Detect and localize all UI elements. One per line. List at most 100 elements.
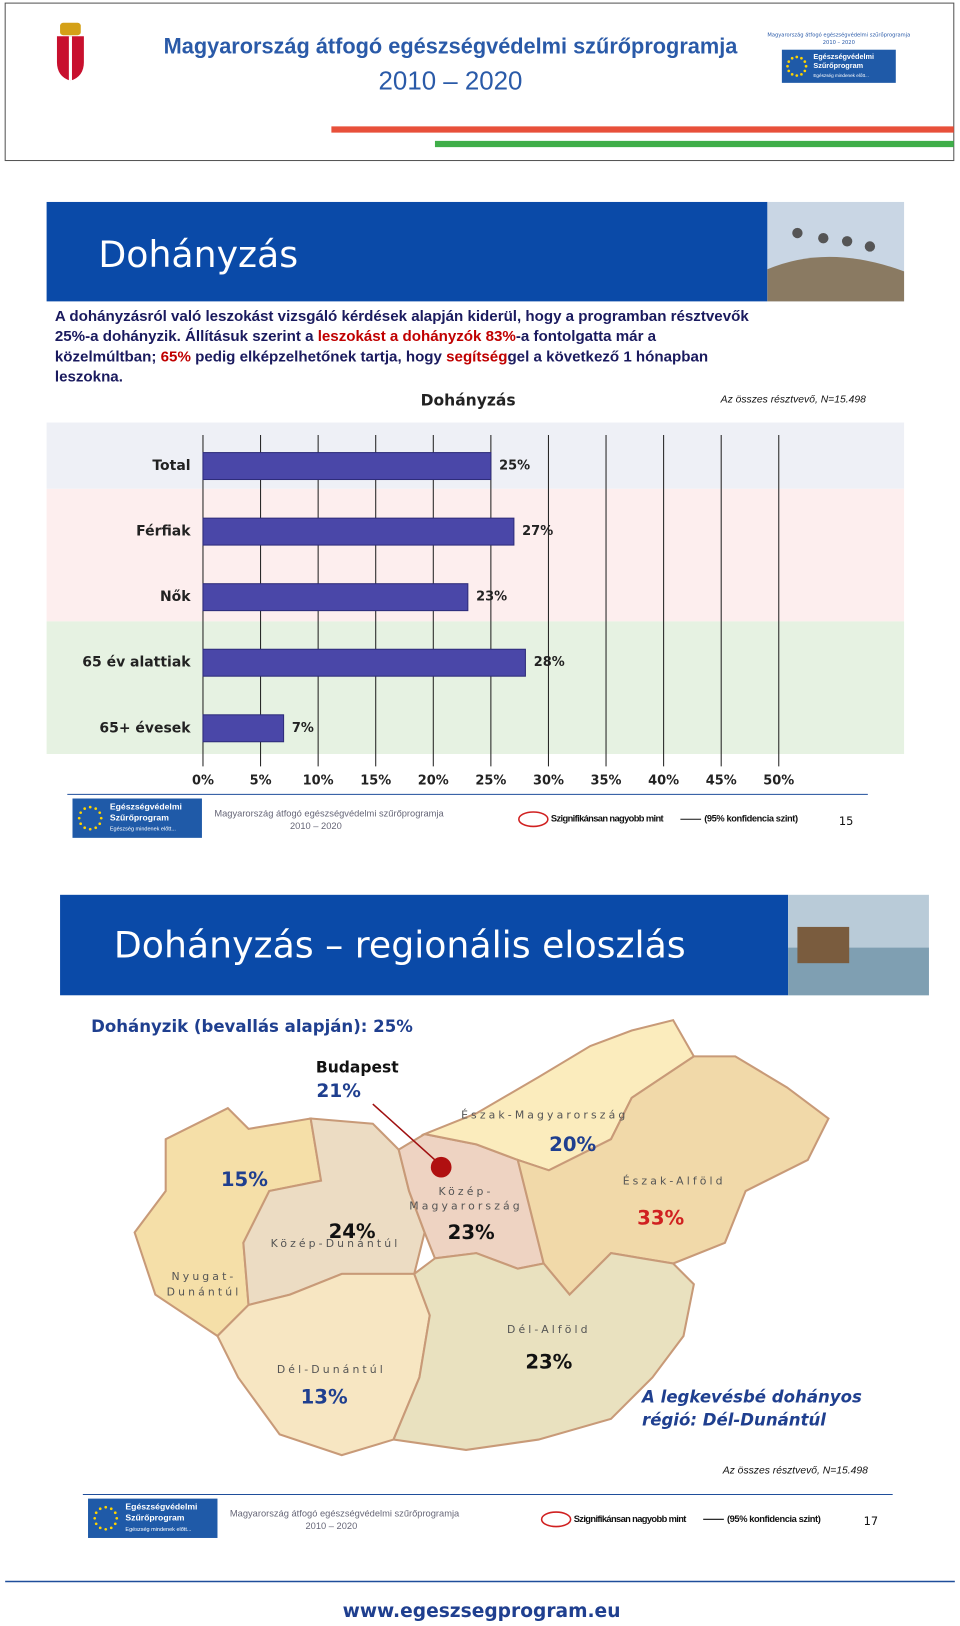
region-name: Közép- bbox=[438, 1185, 493, 1198]
logo-star bbox=[803, 69, 807, 73]
logo-star bbox=[113, 1522, 117, 1526]
text-run: segítség bbox=[446, 348, 507, 365]
value-label: 25% bbox=[499, 459, 530, 474]
paragraph-line: leszokna. bbox=[55, 369, 123, 386]
band bbox=[46, 621, 905, 754]
value-label: 23% bbox=[476, 590, 507, 605]
legend-marker bbox=[540, 1511, 572, 1528]
x-tick-label: 30% bbox=[533, 773, 564, 788]
logo-text: Egészségvédelmi bbox=[125, 1502, 197, 1512]
text-run: -a fontolgatta már a bbox=[516, 328, 657, 345]
x-tick-label: 10% bbox=[303, 773, 334, 788]
logo-star bbox=[99, 816, 103, 820]
footer-program: Magyarország átfogó egészségvédelmi szűr… bbox=[230, 1509, 460, 1519]
photo bbox=[788, 894, 929, 996]
region-value: 23% bbox=[525, 1350, 572, 1373]
logo-star bbox=[787, 60, 791, 63]
title-banner bbox=[60, 894, 789, 996]
logo-star bbox=[800, 56, 803, 60]
highlight-text: régió: Dél-Dunántúl bbox=[642, 1410, 826, 1429]
header-years: 2010 – 2020 bbox=[379, 68, 523, 96]
logo-star bbox=[94, 807, 98, 810]
region-value: 33% bbox=[637, 1206, 684, 1229]
x-tick-label: 20% bbox=[418, 773, 449, 788]
footer-years: 2010 – 2020 bbox=[305, 1521, 357, 1531]
logo-star bbox=[115, 1516, 119, 1520]
logo-star bbox=[790, 72, 794, 76]
logo-star bbox=[113, 1511, 117, 1515]
logo-box bbox=[781, 49, 896, 83]
logo-star bbox=[77, 816, 81, 820]
text-run: leszokást a dohányzók 83% bbox=[318, 328, 517, 345]
text-run: 25%-a dohányzik. Állításuk szerint a bbox=[55, 328, 318, 345]
x-tick-label: 45% bbox=[706, 773, 737, 788]
bar bbox=[202, 452, 492, 481]
paragraph-line: A dohányzásról való leszokást vizsgáló k… bbox=[55, 308, 749, 325]
logo-star bbox=[786, 64, 789, 68]
region-name: Észak-Magyarország bbox=[461, 1108, 628, 1121]
y-tick-label: 65+ évesek bbox=[99, 720, 191, 736]
region-name: Magyarország bbox=[409, 1200, 523, 1213]
logo-star bbox=[104, 1527, 108, 1531]
x-tick-label: 50% bbox=[763, 773, 794, 788]
map-subtitle: Dohányzik (bevallás alapján): 25% bbox=[91, 1017, 413, 1036]
value-label: 28% bbox=[534, 655, 565, 670]
region-name: Dunántúl bbox=[167, 1286, 242, 1299]
chart-note: Az összes résztvevő, N=15.498 bbox=[720, 395, 866, 406]
region-shape bbox=[392, 1252, 695, 1451]
crest bbox=[56, 22, 84, 81]
logo-star bbox=[88, 805, 92, 809]
map-note: Az összes résztvevő, N=15.498 bbox=[722, 1465, 868, 1476]
text-run: gel a következő 1 hónapban bbox=[507, 348, 708, 365]
budapest-label: Budapest bbox=[316, 1058, 399, 1076]
slide-title: Dohányzás – regionális eloszlás bbox=[114, 924, 686, 967]
band bbox=[46, 488, 905, 622]
paragraph: A dohányzásról való leszokást vizsgáló k… bbox=[55, 308, 749, 386]
text-run: pedig elképzelhetőnek tartja, hogy bbox=[191, 348, 446, 365]
budapest-arrow bbox=[372, 1103, 436, 1161]
logo-star bbox=[804, 64, 808, 68]
bar bbox=[202, 714, 285, 743]
logo-caption: Magyarország átfogó egészségvédelmi szűr… bbox=[767, 32, 910, 39]
logo-star bbox=[790, 56, 794, 60]
x-tick-label: 35% bbox=[591, 773, 622, 788]
logo-text: Szűrőprogram bbox=[125, 1513, 184, 1523]
logo-star bbox=[79, 822, 83, 826]
slide-title: Dohányzás bbox=[98, 233, 298, 276]
y-tick-label: 65 év alattiak bbox=[82, 655, 191, 671]
logo-star bbox=[795, 74, 799, 77]
budapest-value: 21% bbox=[316, 1081, 361, 1102]
x-tick-label: 15% bbox=[360, 773, 391, 788]
logo-star bbox=[787, 69, 791, 73]
region-value: 13% bbox=[301, 1386, 348, 1409]
page-number: 17 bbox=[864, 1514, 878, 1528]
text-run: A dohányzásról való leszokást vizsgáló k… bbox=[55, 308, 749, 325]
paragraph-line: közelmúltban; 65% pedig elképzelhetőnek … bbox=[55, 348, 708, 365]
logo-star bbox=[98, 1526, 102, 1530]
title-banner bbox=[46, 201, 768, 302]
logo-star bbox=[98, 1507, 102, 1511]
logo-star bbox=[83, 807, 87, 810]
photo bbox=[767, 201, 905, 302]
bar bbox=[202, 517, 515, 546]
text-run: 65% bbox=[161, 348, 192, 365]
logo-star bbox=[83, 826, 87, 830]
chart-title: Dohányzás bbox=[421, 391, 516, 409]
logo-text: Egészség mindenek előtt... bbox=[125, 1527, 192, 1533]
logo-text: Szűrőprogram bbox=[110, 812, 169, 822]
x-tick-label: 0% bbox=[192, 773, 214, 788]
logo-text: Egészségvédelmi bbox=[813, 52, 874, 61]
logo-star bbox=[109, 1507, 113, 1511]
logo-star bbox=[79, 811, 83, 815]
x-tick-label: 40% bbox=[648, 773, 679, 788]
region-value: 23% bbox=[448, 1221, 495, 1244]
y-tick-label: Total bbox=[152, 458, 190, 474]
page-number: 15 bbox=[839, 814, 853, 828]
logo-star bbox=[94, 826, 98, 830]
legend-marker bbox=[518, 811, 549, 828]
region-labels: Észak-Magyarország 20% Észak-Alföld 33% Közé… bbox=[167, 1108, 723, 1409]
logo-text: Szűrőprogram bbox=[813, 61, 863, 70]
logo-star bbox=[94, 1511, 98, 1515]
